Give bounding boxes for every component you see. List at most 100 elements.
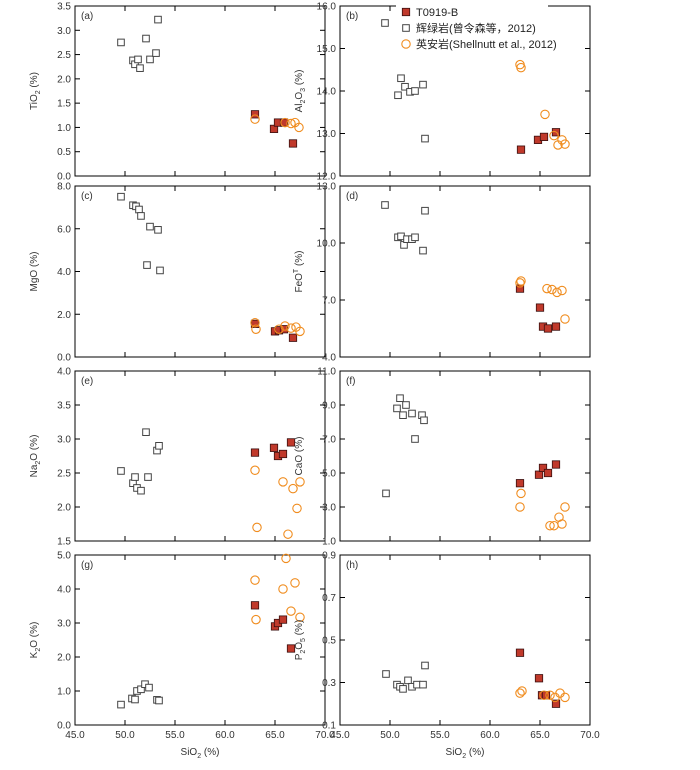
point-T0919B (288, 333, 298, 342)
y-tick-label: 0.7 (322, 593, 336, 604)
point-diabase (145, 683, 153, 692)
point-diabase (131, 695, 139, 704)
point-diabase (117, 700, 125, 709)
plot-frame (339, 370, 591, 542)
point-andesite (286, 118, 296, 129)
point-andesite (288, 483, 298, 494)
y-tick-label: 1.0 (57, 687, 71, 698)
point-diabase (381, 201, 389, 209)
x-tick-label: 70.0 (315, 730, 335, 741)
point-andesite (545, 520, 555, 531)
point-diabase (152, 49, 160, 57)
y-tick-label: 13.0 (317, 182, 337, 193)
point-T0919B (538, 463, 548, 473)
y-tick-label: 5.0 (57, 551, 71, 562)
point-diabase (156, 266, 164, 275)
x-tick-label: 50.0 (380, 730, 400, 741)
point-andesite (280, 321, 290, 331)
y-tick-label: 1.0 (322, 537, 336, 548)
panel-label: (h) (346, 560, 358, 571)
y-axis-label: P2O5 (%) (294, 620, 307, 661)
y-tick-label: 14.0 (317, 87, 337, 98)
y-tick-label: 0.3 (322, 678, 336, 689)
y-tick-label: 4.0 (322, 353, 336, 364)
panel-label: (b) (346, 11, 358, 22)
panel-g: 45.0 50.0 55.0 60.0 65.0 70.0 0.0 1.0 2.0 3.0 4.0 5… (29, 551, 335, 761)
point-diabase (421, 134, 429, 143)
legend: T0919-B 辉绿岩(曾令森等，2012) 英安岩(Shellnutt et al… (396, 4, 557, 54)
point-andesite (560, 502, 570, 512)
point-diabase (117, 467, 125, 475)
point-andesite (286, 606, 296, 616)
point-andesite (294, 122, 304, 133)
y-tick-label: 1.5 (57, 99, 71, 110)
point-T0919B (543, 324, 553, 333)
point-diabase (411, 233, 419, 242)
point-diabase (136, 64, 144, 72)
plot-frame (339, 185, 591, 358)
point-diabase (143, 261, 151, 269)
point-diabase (411, 87, 419, 95)
point-T0919B (250, 110, 260, 119)
legend-label-diabase: 辉绿岩(曾令森等，2012) (416, 21, 536, 35)
y-tick-label: 0.0 (57, 172, 71, 183)
point-T0919B (551, 699, 561, 708)
y-tick-label: 0.0 (57, 353, 71, 364)
point-T0919B (278, 449, 288, 459)
y-tick-label: 3.5 (57, 2, 71, 13)
x-tick-label: 65.0 (265, 730, 285, 741)
y-tick-label: 2.5 (57, 469, 71, 480)
point-diabase (399, 685, 407, 693)
x-tick-label: 45.0 (65, 730, 85, 741)
point-T0919B (250, 601, 260, 610)
point-diabase (382, 670, 390, 678)
point-andesite (515, 688, 525, 698)
point-andesite (545, 690, 555, 700)
y-axis-label: K2O (%) (29, 622, 42, 659)
point-andesite (251, 614, 261, 625)
panel-d: 4.0 7.0 10.0 13.0 (d) FeOT (%) (293, 182, 591, 364)
y-tick-label: 16.0 (317, 2, 337, 13)
y-tick-label: 8.0 (57, 182, 71, 193)
panel-label: (e) (81, 376, 93, 387)
point-T0919B (286, 438, 296, 447)
point-andesite (295, 477, 305, 487)
point-andesite (250, 318, 260, 328)
x-tick-label: 45.0 (330, 730, 350, 741)
point-andesite (557, 519, 567, 529)
point-diabase (382, 489, 390, 498)
y-tick-label: 0.5 (322, 636, 336, 647)
y-tick-label: 4.0 (57, 267, 71, 278)
x-tick-label: 55.0 (430, 730, 450, 741)
y-tick-label: 10.0 (317, 239, 337, 250)
legend-marker-T0919B (401, 7, 411, 17)
panel-label: (d) (346, 191, 358, 202)
legend-label-T0919B: T0919-B (416, 7, 458, 19)
panel-h: 45.0 50.0 55.0 60.0 65.0 70.00.10.30.50.70.9(… (294, 551, 600, 761)
point-diabase (135, 205, 143, 214)
point-andesite (549, 130, 559, 141)
point-andesite (251, 324, 261, 334)
y-axis-label: Al2O3 (%) (294, 70, 307, 113)
point-T0919B (534, 674, 544, 683)
point-andesite (515, 278, 525, 288)
point-diabase (117, 38, 125, 47)
point-T0919B (539, 132, 549, 141)
point-andesite (295, 326, 305, 337)
y-tick-label: 2.5 (57, 50, 71, 61)
point-andesite (250, 465, 260, 476)
y-tick-label: 4.0 (57, 585, 71, 596)
point-diabase (393, 404, 401, 413)
point-diabase (154, 15, 162, 24)
point-andesite (286, 323, 296, 333)
point-andesite (516, 62, 526, 73)
y-axis-label: TiO2 (%) (29, 72, 42, 110)
point-T0919B (515, 648, 525, 657)
legend-label-andesite: 英安岩(Shellnutt et al., 2012) (416, 37, 557, 51)
point-diabase (420, 416, 428, 425)
x-tick-label: 60.0 (215, 730, 235, 741)
point-andesite (295, 612, 305, 622)
y-tick-label: 2.0 (57, 503, 71, 514)
point-andesite (252, 522, 262, 533)
point-diabase (142, 428, 150, 436)
